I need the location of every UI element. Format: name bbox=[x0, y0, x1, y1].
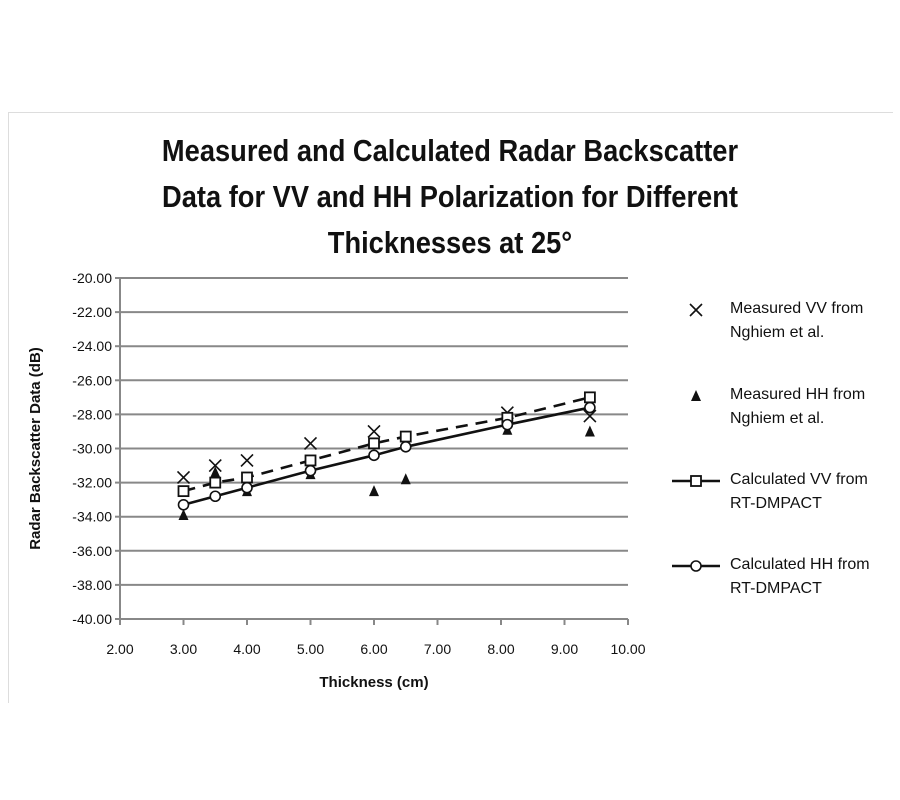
circle-marker bbox=[584, 401, 596, 414]
triangle-marker bbox=[691, 390, 701, 401]
legend-label: Nghiem et al. bbox=[730, 324, 825, 341]
legend-symbol bbox=[689, 303, 703, 317]
x-marker bbox=[240, 453, 254, 468]
square-marker bbox=[399, 430, 412, 443]
square-marker bbox=[690, 475, 702, 487]
circle-marker bbox=[304, 464, 317, 477]
y-tick-label: -40.00 bbox=[72, 611, 112, 627]
x-tick-label: 5.00 bbox=[297, 641, 324, 657]
y-tick-label: -28.00 bbox=[72, 406, 112, 422]
y-tick-label: -34.00 bbox=[72, 509, 112, 525]
circle-marker bbox=[368, 449, 380, 462]
chart-frame bbox=[8, 112, 893, 703]
x-marker bbox=[176, 470, 191, 485]
series-2 bbox=[177, 391, 596, 498]
legend-label: RT-DMPACT bbox=[730, 580, 822, 597]
circle-marker bbox=[177, 498, 190, 511]
triangle-marker bbox=[584, 425, 595, 437]
legend-entry: Calculated HH from RT-DMPACT bbox=[730, 553, 870, 601]
x-marker bbox=[583, 409, 597, 423]
circle-marker bbox=[209, 490, 222, 503]
y-tick-label: -20.00 bbox=[72, 270, 112, 286]
x-marker bbox=[303, 436, 318, 450]
legend-label: Measured HH from bbox=[730, 386, 866, 403]
legend-label: Calculated HH from bbox=[730, 556, 870, 573]
y-axis-label: Radar Backscatter Data (dB) bbox=[27, 347, 44, 550]
series-line bbox=[183, 396, 591, 493]
y-tick-label: -24.00 bbox=[72, 338, 112, 354]
square-marker bbox=[209, 476, 222, 489]
y-tick-label: -38.00 bbox=[72, 577, 112, 593]
y-tick-label: -22.00 bbox=[72, 304, 112, 320]
x-tick-label: 4.00 bbox=[233, 641, 260, 657]
square-marker bbox=[584, 391, 596, 404]
title-line: Thicknesses at 25° bbox=[327, 225, 573, 260]
legend-label: RT-DMPACT bbox=[730, 495, 822, 512]
x-marker bbox=[208, 458, 222, 473]
title-line: Measured and Calculated Radar Backscatte… bbox=[161, 133, 739, 168]
x-tick-label: 3.00 bbox=[170, 641, 197, 657]
x-marker bbox=[689, 303, 703, 317]
y-tick-label: -30.00 bbox=[72, 441, 112, 457]
square-marker bbox=[177, 485, 190, 498]
circle-marker bbox=[399, 440, 412, 453]
triangle-marker bbox=[400, 473, 411, 485]
x-tick-label: 2.00 bbox=[106, 641, 133, 657]
legend-symbol bbox=[691, 390, 701, 401]
series-3 bbox=[177, 401, 596, 511]
circle-marker bbox=[501, 418, 514, 431]
x-tick-label: 6.00 bbox=[360, 641, 387, 657]
circle-marker bbox=[241, 481, 253, 494]
legend-symbol bbox=[672, 475, 720, 487]
series-1 bbox=[178, 423, 595, 520]
x-axis-label: Thickness (cm) bbox=[319, 674, 428, 691]
square-marker bbox=[304, 454, 317, 467]
y-tick-label: -36.00 bbox=[72, 543, 112, 559]
x-tick-label: 9.00 bbox=[551, 641, 578, 657]
legend-entry: Measured HH from Nghiem et al. bbox=[730, 383, 865, 431]
legend-label: Measured VV from bbox=[730, 300, 864, 317]
circle-marker bbox=[690, 560, 702, 572]
y-tick-label: -32.00 bbox=[72, 475, 112, 491]
title-line: Data for VV and HH Polarization for Diff… bbox=[162, 179, 738, 214]
x-marker bbox=[367, 424, 381, 439]
chart-title: Measured and Calculated Radar Backscatte… bbox=[142, 128, 758, 266]
legend-symbol bbox=[672, 560, 720, 572]
x-tick-label: 8.00 bbox=[487, 641, 514, 657]
legend-entry: Measured VV from Nghiem et al. bbox=[730, 297, 863, 345]
y-tick-label: -26.00 bbox=[72, 372, 112, 388]
square-marker bbox=[368, 437, 380, 450]
triangle-marker bbox=[210, 466, 221, 478]
triangle-marker bbox=[178, 508, 189, 520]
x-tick-label: 10.00 bbox=[610, 641, 645, 657]
x-tick-label: 7.00 bbox=[424, 641, 451, 657]
legend-entry: Calculated VV from RT-DMPACT bbox=[730, 468, 868, 516]
square-marker bbox=[241, 471, 253, 484]
legend-label: Calculated VV from bbox=[730, 471, 868, 488]
triangle-marker bbox=[369, 485, 379, 497]
legend-label: Nghiem et al. bbox=[730, 410, 825, 427]
